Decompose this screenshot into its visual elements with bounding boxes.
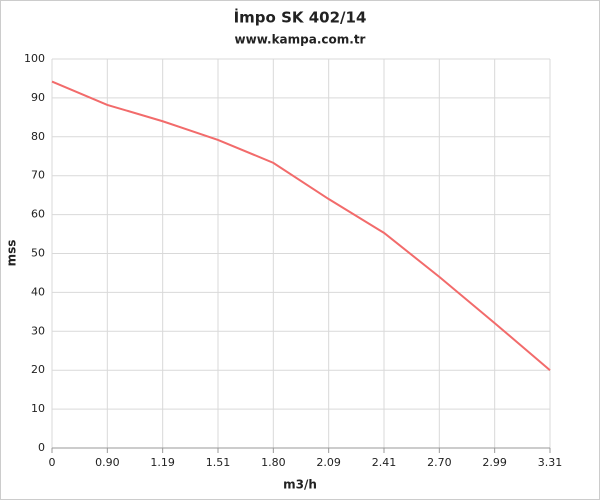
data-line [51, 80, 551, 371]
chart-title: İmpo SK 402/14 [234, 8, 367, 27]
x-tick-label: 2.09 [316, 456, 341, 469]
y-tick-label: 10 [31, 402, 45, 415]
x-tick-label: 1.51 [206, 456, 231, 469]
x-tick-label: 2.99 [482, 456, 507, 469]
x-tick-label: 2.41 [372, 456, 397, 469]
y-tick-label: 40 [31, 285, 45, 298]
y-axis-label: mss [5, 240, 19, 267]
y-tick-label: 0 [38, 441, 45, 454]
y-tick-label: 80 [31, 130, 45, 143]
y-tick-label: 60 [31, 208, 45, 221]
x-axis-label: m3/h [283, 478, 317, 492]
x-tick-label: 0.90 [95, 456, 120, 469]
y-tick-label: 100 [24, 52, 45, 65]
chart-subtitle: www.kampa.com.tr [235, 33, 366, 47]
x-tick-label: 1.80 [261, 456, 286, 469]
x-tick-label: 0 [49, 456, 56, 469]
x-tick-label: 2.70 [427, 456, 452, 469]
y-tick-label: 90 [31, 91, 45, 104]
y-tick-label: 20 [31, 363, 45, 376]
y-tick-label: 30 [31, 324, 45, 337]
x-tick-label: 3.31 [538, 456, 563, 469]
y-tick-label: 70 [31, 169, 45, 182]
x-tick-label: 1.19 [150, 456, 175, 469]
y-tick-label: 50 [31, 247, 45, 260]
